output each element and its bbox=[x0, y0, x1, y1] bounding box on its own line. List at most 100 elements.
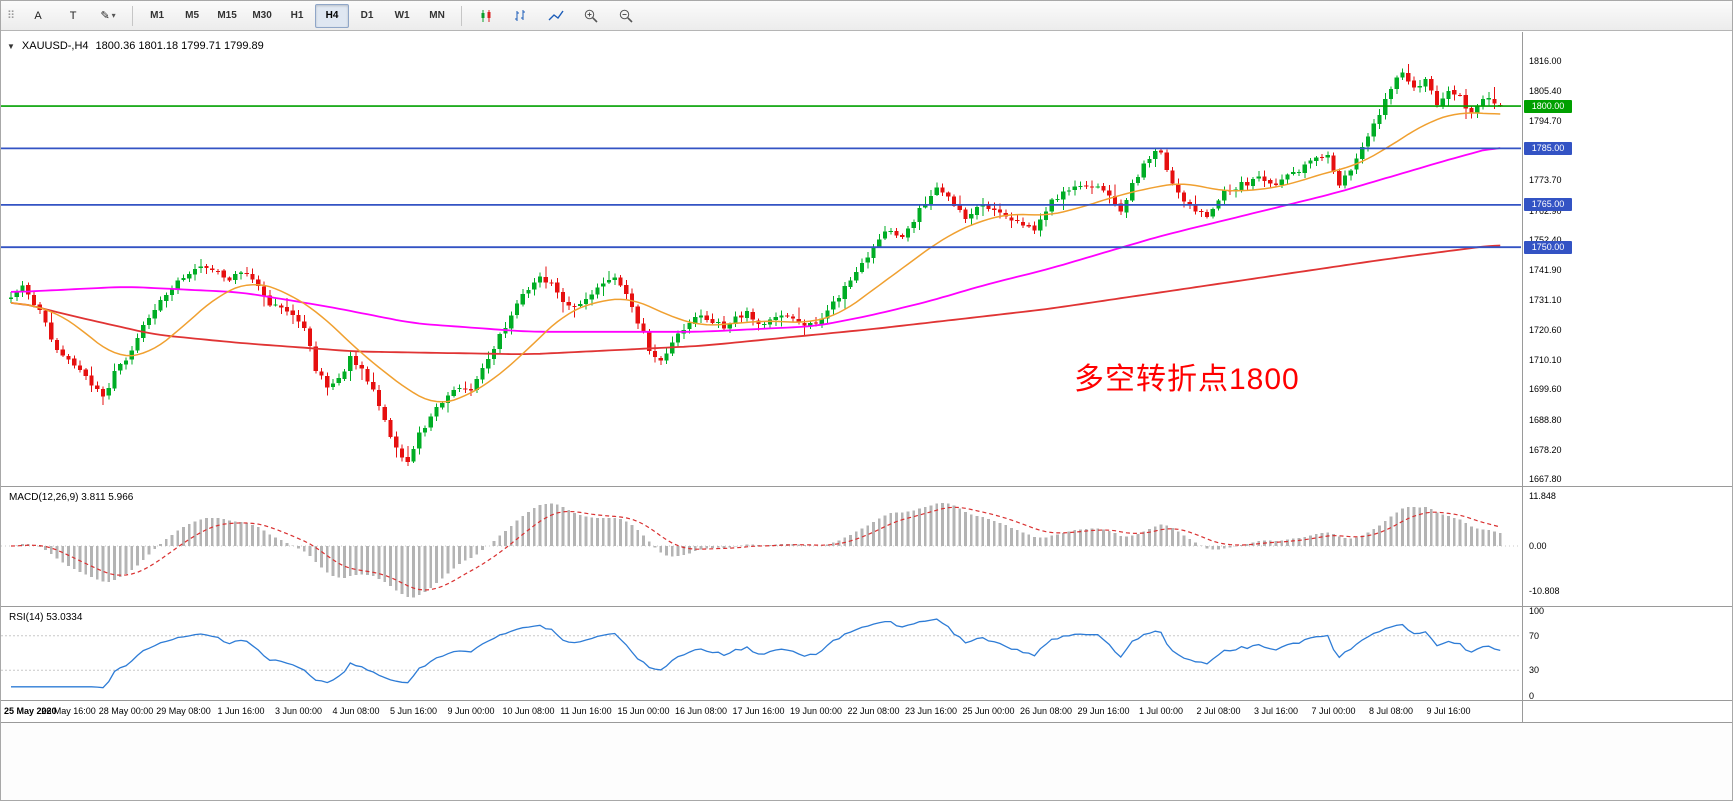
price-scale-tick: 1752.40 bbox=[1529, 235, 1562, 245]
price-level-tag: 1800.00 bbox=[1524, 100, 1572, 113]
price-scale-tick: 1794.70 bbox=[1529, 116, 1562, 126]
bar-chart-icon bbox=[515, 9, 526, 21]
macd-canvas[interactable] bbox=[1, 487, 1521, 606]
panel-divider bbox=[1, 722, 1732, 723]
time-axis-label: 1 Jul 00:00 bbox=[1138, 706, 1184, 716]
chart-header: ▼ XAUUSD-,H4 1800.36 1801.18 1799.71 179… bbox=[7, 40, 264, 52]
time-axis[interactable]: 25 May 2020 26 May 16:00 28 May 00:00 29 Ma… bbox=[1, 701, 1732, 722]
timeframe-w1-button[interactable]: W1 bbox=[394, 10, 410, 21]
panel-divider bbox=[1, 700, 1732, 701]
timeframe-mn-button[interactable]: MN bbox=[429, 10, 445, 21]
price-scale-tick: 1710.10 bbox=[1529, 355, 1562, 365]
macd-scale[interactable]: 11.848 0.00 -10.808 bbox=[1522, 487, 1732, 606]
toolbar: ⠿ A T ✎ ▾ M1 M5 M15 M30 H1 H4 D1 W1 MN bbox=[1, 1, 1732, 31]
candlestick-chart-button[interactable] bbox=[469, 4, 503, 28]
time-axis-label: 25 Jun 00:00 bbox=[962, 706, 1015, 716]
time-axis-label: 26 Jun 08:00 bbox=[1019, 706, 1073, 716]
price-scale-tick: 1805.40 bbox=[1529, 86, 1562, 96]
zoom-in-button[interactable] bbox=[574, 4, 608, 28]
toolbar-divider bbox=[132, 5, 134, 26]
rsi-scale-tick: 30 bbox=[1529, 665, 1540, 675]
time-axis-label: 16 Jun 08:00 bbox=[674, 706, 728, 716]
rsi-panel: RSI(14) 53.0334 100 70 30 0 bbox=[1, 607, 1732, 700]
price-scale-tick: 1699.60 bbox=[1529, 384, 1562, 394]
rsi-scale-tick: 100 bbox=[1529, 607, 1545, 616]
draw-tool-button[interactable]: ✎ ▾ bbox=[100, 10, 116, 22]
chevron-down-icon: ▾ bbox=[111, 11, 116, 20]
toolbar-right-group bbox=[469, 4, 643, 28]
macd-panel: MACD(12,26,9) 3.811 5.966 11.848 0.00 -10.… bbox=[1, 487, 1732, 606]
toolbar-drag-handle-icon[interactable]: ⠿ bbox=[7, 10, 16, 22]
rsi-label: RSI(14) 53.0334 bbox=[9, 612, 83, 623]
time-axis-label: 26 May 16:00 bbox=[41, 706, 96, 716]
price-scale-tick: 1762.90 bbox=[1529, 206, 1562, 216]
line-chart-icon bbox=[548, 10, 564, 20]
timeframe-group: M1 M5 M15 M30 H1 H4 D1 W1 MN bbox=[140, 3, 454, 28]
rsi-scale[interactable]: 100 70 30 0 bbox=[1522, 607, 1732, 700]
timeframe-h4-button[interactable]: H4 bbox=[315, 3, 350, 28]
time-axis-label: 3 Jul 16:00 bbox=[1253, 706, 1299, 716]
macd-scale-tick: -10.808 bbox=[1529, 586, 1560, 596]
price-scale-tick: 1773.70 bbox=[1529, 175, 1562, 185]
time-axis-label: 25 May 2020 bbox=[4, 706, 57, 716]
text-label-tool-button[interactable]: A bbox=[34, 9, 42, 22]
price-level-tag: 1765.00 bbox=[1524, 198, 1572, 211]
toolbar-divider bbox=[461, 5, 463, 26]
candlestick-chart-icon bbox=[481, 9, 491, 22]
text-tool-button[interactable]: T bbox=[69, 9, 77, 22]
zoom-out-button[interactable] bbox=[609, 4, 643, 28]
main-chart-panel: ▼ XAUUSD-,H4 1800.36 1801.18 1799.71 179… bbox=[1, 32, 1732, 486]
time-axis-label: 15 Jun 00:00 bbox=[617, 706, 670, 716]
price-scale-tick: 1688.80 bbox=[1529, 415, 1562, 425]
price-scale[interactable]: 1816.001805.401794.701784.201773.701762.… bbox=[1522, 32, 1732, 486]
timeframe-m30-button[interactable]: M30 bbox=[252, 10, 272, 21]
ohlc-values: 1800.36 1801.18 1799.71 1799.89 bbox=[95, 40, 264, 52]
zoom-out-icon bbox=[619, 9, 633, 23]
window-lower-area bbox=[1, 723, 1732, 800]
time-axis-label: 10 Jun 08:00 bbox=[502, 706, 555, 716]
panel-divider bbox=[1, 486, 1732, 487]
timeframe-m15-button[interactable]: M15 bbox=[217, 10, 237, 21]
time-axis-label: 1 Jun 16:00 bbox=[217, 706, 265, 716]
rsi-scale-tick: 70 bbox=[1529, 631, 1540, 641]
timeframe-d1-button[interactable]: D1 bbox=[360, 10, 374, 21]
macd-label: MACD(12,26,9) 3.811 5.966 bbox=[9, 492, 134, 503]
scale-divider bbox=[1522, 32, 1523, 722]
price-scale-tick: 1720.60 bbox=[1529, 325, 1562, 335]
timeframe-m1-button[interactable]: M1 bbox=[150, 10, 165, 21]
time-axis-label: 9 Jun 00:00 bbox=[447, 706, 495, 716]
price-scale-tick: 1667.80 bbox=[1529, 474, 1562, 484]
time-axis-label: 9 Jul 16:00 bbox=[1426, 706, 1471, 716]
price-level-tag: 1785.00 bbox=[1524, 142, 1572, 155]
time-axis-label: 3 Jun 00:00 bbox=[274, 706, 323, 716]
time-axis-label: 7 Jul 00:00 bbox=[1311, 706, 1356, 716]
time-axis-label: 8 Jul 08:00 bbox=[1368, 706, 1414, 716]
timeframe-m5-button[interactable]: M5 bbox=[185, 10, 200, 21]
bar-chart-button[interactable] bbox=[504, 4, 538, 28]
time-axis-label: 29 Jun 16:00 bbox=[1077, 706, 1130, 716]
rsi-canvas[interactable] bbox=[1, 607, 1521, 700]
macd-scale-tick: 0.00 bbox=[1529, 541, 1547, 551]
rsi-scale-tick: 0 bbox=[1529, 691, 1535, 700]
symbol-period-label: XAUUSD-,H4 bbox=[21, 40, 89, 52]
time-axis-label: 2 Jul 08:00 bbox=[1196, 706, 1241, 716]
time-axis-label: 22 Jun 08:00 bbox=[847, 706, 900, 716]
price-level-tag: 1750.00 bbox=[1524, 241, 1572, 254]
time-axis-label: 28 May 00:00 bbox=[98, 706, 154, 716]
time-axis-label: 4 Jun 08:00 bbox=[332, 706, 380, 716]
time-axis-label: 11 Jun 16:00 bbox=[560, 706, 612, 716]
price-chart-canvas[interactable] bbox=[1, 32, 1521, 486]
time-axis-label: 17 Jun 16:00 bbox=[732, 706, 785, 716]
price-scale-tick: 1678.20 bbox=[1529, 445, 1562, 455]
price-scale-tick: 1741.90 bbox=[1529, 265, 1562, 275]
macd-scale-tick: 11.848 bbox=[1529, 491, 1556, 501]
timeframe-h1-button[interactable]: H1 bbox=[290, 10, 304, 21]
line-chart-button[interactable] bbox=[539, 4, 573, 28]
price-scale-tick: 1731.10 bbox=[1529, 295, 1562, 305]
time-axis-label: 23 Jun 16:00 bbox=[904, 706, 958, 716]
price-scale-tick: 1816.00 bbox=[1529, 56, 1562, 66]
chart-annotation-text: 多空转折点1800 bbox=[1074, 363, 1300, 396]
chart-collapse-icon[interactable]: ▼ bbox=[7, 41, 15, 51]
time-axis-label: 5 Jun 16:00 bbox=[389, 706, 438, 716]
